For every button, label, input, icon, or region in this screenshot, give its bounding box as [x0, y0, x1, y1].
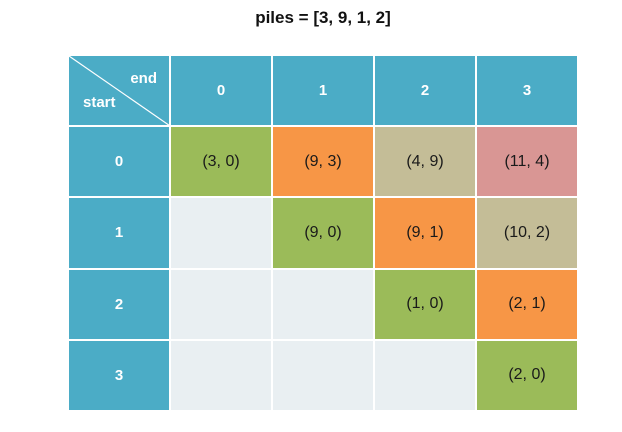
table-cell: (9, 0) — [273, 198, 373, 268]
empty-cell — [171, 198, 271, 268]
diagram-title: piles = [3, 9, 1, 2] — [255, 8, 391, 27]
row-header: 3 — [69, 340, 169, 410]
empty-cell — [273, 340, 373, 410]
start-axis-label: start — [83, 94, 116, 112]
empty-cell — [273, 269, 373, 339]
row-header: 2 — [69, 269, 169, 339]
end-axis-label: end — [130, 70, 157, 87]
row-header: 0 — [69, 127, 169, 197]
table-cell: (3, 0) — [171, 127, 271, 197]
table-cell: (1, 0) — [375, 269, 475, 339]
table-cell: (4, 9) — [375, 127, 475, 197]
table-cell: (2, 0) — [477, 340, 577, 410]
diagonal-divider — [69, 56, 169, 125]
table-cell: (11, 4) — [477, 127, 577, 197]
table-cell: (9, 1) — [375, 198, 475, 268]
empty-cell — [375, 340, 475, 410]
empty-cell — [171, 269, 271, 339]
column-header: 1 — [273, 56, 373, 126]
column-header: 0 — [171, 56, 271, 126]
column-header: 2 — [375, 56, 475, 126]
table-cell: (9, 3) — [273, 127, 373, 197]
corner-header: end start — [69, 56, 169, 126]
dp-table: end start 0 1 2 3 0 (3, 0) (9, 3) (4, 9)… — [69, 56, 577, 410]
row-header: 1 — [69, 198, 169, 268]
column-header: 3 — [477, 56, 577, 126]
table-cell: (2, 1) — [477, 269, 577, 339]
empty-cell — [171, 340, 271, 410]
table-cell: (10, 2) — [477, 198, 577, 268]
